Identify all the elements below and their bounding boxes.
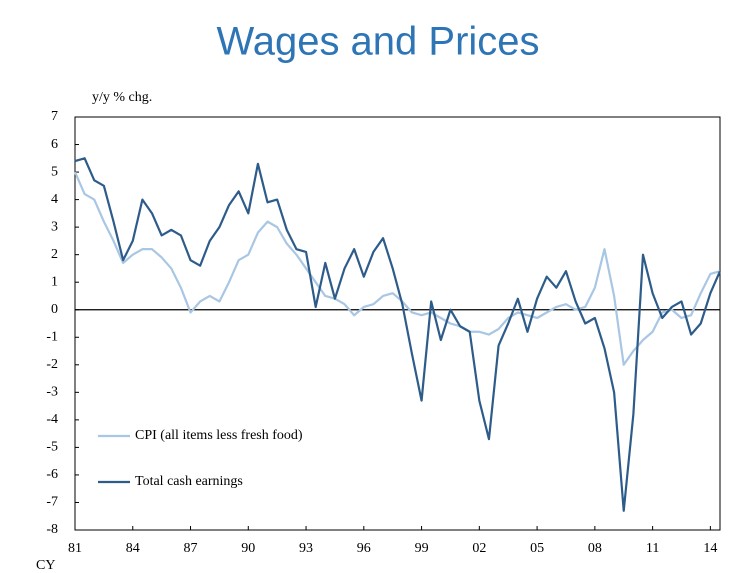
x-tick-label: 14 xyxy=(703,541,717,556)
y-tick-label: -8 xyxy=(46,522,58,537)
series-line xyxy=(74,157,722,512)
x-tick-label: 05 xyxy=(530,541,544,556)
x-tick-label: 81 xyxy=(68,541,82,556)
x-tick-label: 90 xyxy=(241,541,255,556)
series-line xyxy=(73,171,721,366)
y-tick-label: -3 xyxy=(46,385,58,400)
y-tick-label: -2 xyxy=(46,357,58,372)
y-tick-label: -7 xyxy=(46,495,58,510)
x-tick-label: 84 xyxy=(126,541,140,556)
x-tick-label: 99 xyxy=(415,541,429,556)
y-tick-label: 1 xyxy=(51,274,58,289)
y-tick-label: 3 xyxy=(51,219,58,234)
x-tick-label: 08 xyxy=(588,541,602,556)
y-tick-label: 0 xyxy=(51,302,58,317)
y-tick-label: 2 xyxy=(51,247,58,262)
y-tick-label: 7 xyxy=(51,109,58,124)
legend-label: CPI (all items less fresh food) xyxy=(135,428,303,443)
x-tick-label: 02 xyxy=(472,541,486,556)
x-tick-label: 93 xyxy=(299,541,313,556)
x-tick-label: 11 xyxy=(646,541,659,556)
y-tick-label: -5 xyxy=(46,440,58,455)
y-tick-label: -4 xyxy=(46,412,58,427)
x-axis-label: CY xyxy=(36,558,55,573)
legend-label: Total cash earnings xyxy=(135,474,243,489)
y-tick-label: -6 xyxy=(46,467,58,482)
y-tick-label: 6 xyxy=(51,137,58,152)
chart-title: Wages and Prices xyxy=(216,20,539,64)
y-axis-label: y/y % chg. xyxy=(92,90,152,105)
y-tick-label: 5 xyxy=(51,164,58,179)
plot-frame xyxy=(74,116,721,531)
y-tick-label: -1 xyxy=(46,329,58,344)
x-tick-label: 96 xyxy=(357,541,371,556)
y-tick-label: 4 xyxy=(51,192,58,207)
x-tick-label: 87 xyxy=(184,541,198,556)
